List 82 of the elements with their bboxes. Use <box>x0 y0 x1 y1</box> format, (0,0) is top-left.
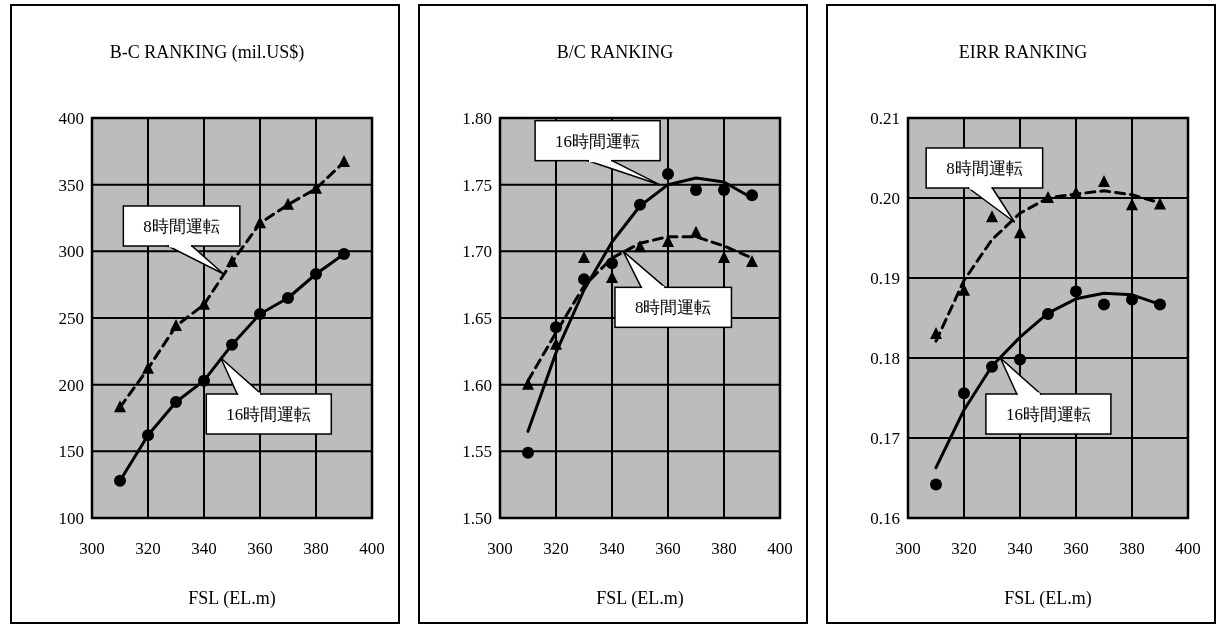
x-tick-label: 380 <box>1119 539 1145 558</box>
x-tick-label: 320 <box>135 539 161 558</box>
y-tick-label: 1.50 <box>462 509 492 528</box>
point <box>142 429 154 442</box>
y-tick-label: 0.18 <box>870 349 900 368</box>
x-axis-title: FSL (EL.m) <box>1004 588 1092 609</box>
point <box>930 478 942 491</box>
x-tick-label: 400 <box>1175 539 1201 558</box>
chart-title: EIRR RANKING <box>958 42 1088 62</box>
chart-title: B/C RANKING <box>556 42 674 62</box>
x-tick-label: 320 <box>543 539 569 558</box>
x-tick-label: 380 <box>303 539 329 558</box>
point <box>718 184 730 196</box>
point <box>986 210 998 223</box>
y-tick-label: 150 <box>58 442 84 462</box>
point <box>198 374 210 387</box>
y-tick-label: 1.60 <box>462 375 492 395</box>
point <box>1014 353 1026 366</box>
point <box>226 255 238 267</box>
x-tick-label: 340 <box>191 539 217 558</box>
callout: 8時間運転 <box>925 147 1044 223</box>
chart-title: B-C RANKING (mil.US$) <box>109 42 305 63</box>
point <box>170 319 182 331</box>
point <box>226 338 238 351</box>
callout: 8時間運転 <box>614 250 733 329</box>
point <box>170 396 182 408</box>
point <box>690 184 702 196</box>
y-tick-label: 0.19 <box>870 269 900 288</box>
callout: 16時間運転 <box>205 357 333 435</box>
callout: 8時間運転 <box>122 205 241 275</box>
point <box>338 248 350 260</box>
x-tick-label: 340 <box>599 539 625 558</box>
point <box>310 268 322 280</box>
point <box>522 446 534 459</box>
point <box>1098 175 1110 187</box>
y-tick-label: 1.55 <box>462 442 492 462</box>
y-tick-label: 100 <box>58 509 84 528</box>
point <box>746 255 758 267</box>
point <box>282 197 294 210</box>
point <box>282 292 294 304</box>
y-tick-label: 250 <box>58 309 84 328</box>
x-tick-label: 340 <box>1007 539 1033 558</box>
y-tick-label: 300 <box>58 242 84 262</box>
annotation: 8時間運転 <box>634 298 712 318</box>
y-tick-label: 0.17 <box>870 429 901 448</box>
annotation: 8時間運転 <box>143 217 220 236</box>
x-tick-label: 360 <box>655 539 681 558</box>
y-tick-label: 0.16 <box>870 509 900 528</box>
x-tick-label: 360 <box>1063 539 1089 558</box>
point <box>662 168 674 180</box>
y-tick-label: 0.21 <box>870 109 900 128</box>
y-tick-label: 1.65 <box>462 309 492 328</box>
x-tick-label: 400 <box>359 539 385 558</box>
y-tick-label: 400 <box>58 109 84 128</box>
x-axis-title: FSL (EL.m) <box>596 588 684 609</box>
x-tick-label: 300 <box>79 539 105 558</box>
point <box>1098 298 1110 311</box>
y-tick-label: 1.70 <box>462 242 492 262</box>
x-tick-label: 300 <box>487 539 513 558</box>
annotation: 8時間運転 <box>946 159 1023 178</box>
point <box>338 155 350 167</box>
y-tick-label: 200 <box>58 375 84 395</box>
y-tick-label: 350 <box>58 175 84 195</box>
callout: 16時間運転 <box>985 357 1112 435</box>
point <box>578 251 590 263</box>
y-tick-label: 1.75 <box>462 175 492 195</box>
y-tick-label: 0.20 <box>870 189 900 208</box>
point <box>1070 285 1082 298</box>
annotation: 16時間運転 <box>226 405 312 424</box>
x-tick-label: 320 <box>951 539 977 558</box>
point <box>114 474 126 487</box>
point <box>114 400 126 413</box>
annotation: 16時間運転 <box>1005 405 1091 424</box>
point <box>254 308 266 320</box>
y-tick-label: 1.80 <box>462 109 492 128</box>
x-tick-label: 400 <box>767 539 793 558</box>
point <box>958 387 970 400</box>
annotation: 16時間運転 <box>555 131 641 151</box>
x-tick-label: 300 <box>895 539 921 558</box>
x-tick-label: 360 <box>247 539 273 558</box>
x-tick-label: 380 <box>711 539 737 558</box>
x-axis-title: FSL (EL.m) <box>188 588 276 609</box>
